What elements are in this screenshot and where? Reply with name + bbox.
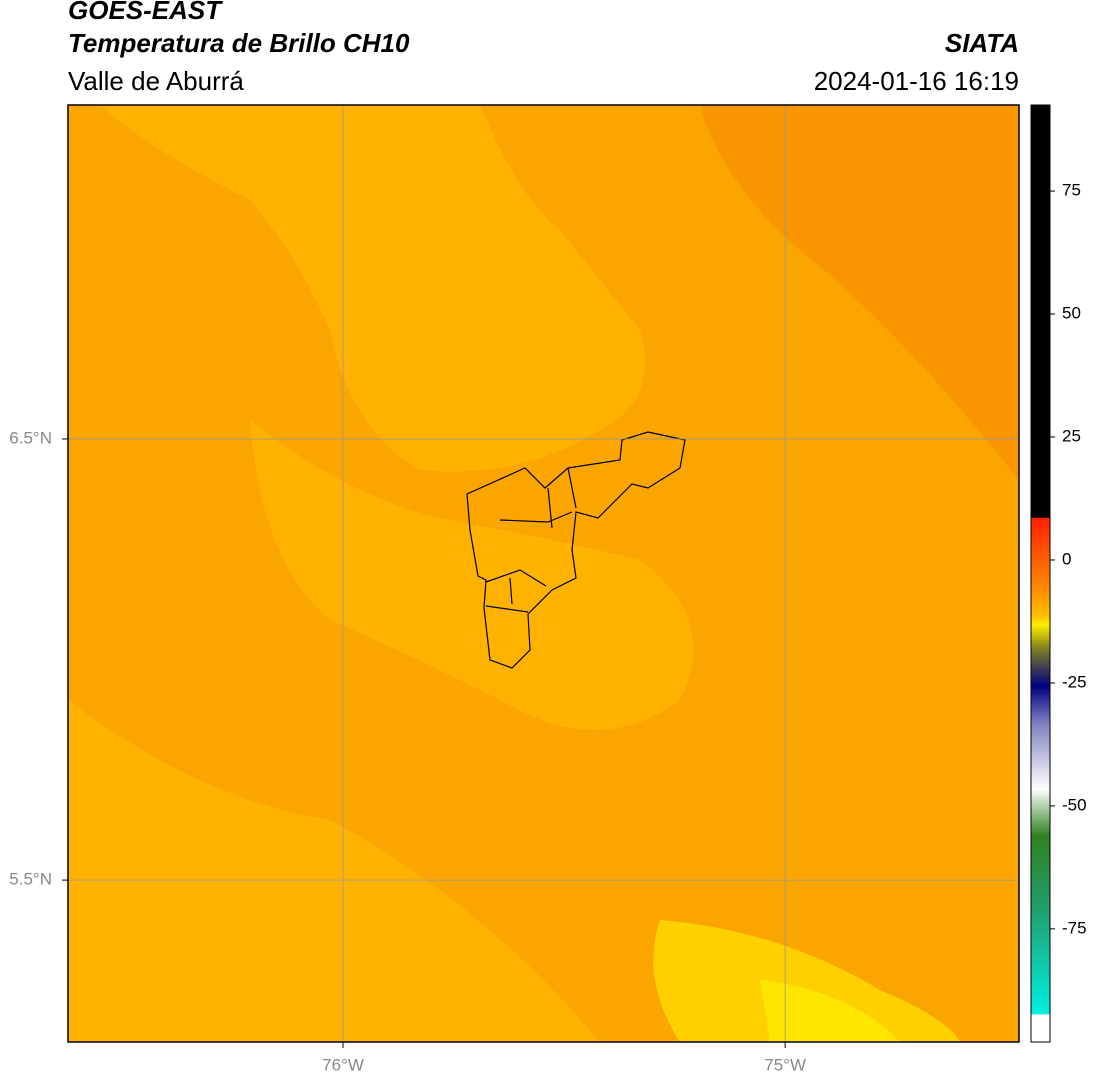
colorbar-label: 75 — [1062, 181, 1081, 200]
map-field — [68, 105, 1019, 1042]
field-patch — [250, 420, 694, 730]
colorbar-label: -50 — [1062, 795, 1087, 814]
colorbar-label: -75 — [1062, 918, 1087, 937]
graticule — [68, 105, 1019, 1042]
colorbar-label: 0 — [1062, 549, 1071, 568]
colorbar-label: 25 — [1062, 426, 1081, 445]
colorbar — [1030, 104, 1051, 1043]
region: Valle de Aburrá — [68, 66, 244, 96]
field-patch — [68, 700, 600, 1042]
field-patch — [760, 980, 900, 1042]
lon-label: 75°W — [764, 1055, 806, 1074]
lat-label: 5.5°N — [9, 870, 52, 889]
lat-label: 6.5°N — [9, 428, 52, 447]
field-patch — [653, 920, 960, 1042]
source: SIATA — [945, 28, 1019, 58]
colorbar-label: -25 — [1062, 672, 1087, 691]
title: GOES-EAST — [68, 0, 223, 25]
lon-label: 76°W — [322, 1055, 364, 1074]
colorbar-label: 50 — [1062, 304, 1081, 323]
datetime: 2024-01-16 16:19 — [814, 66, 1019, 96]
valley-boundary — [466, 431, 686, 669]
map-frame — [67, 104, 1020, 1043]
field-patch — [100, 105, 645, 472]
subtitle: Temperatura de Brillo CH10 — [68, 28, 410, 58]
field-patch — [700, 105, 1019, 480]
